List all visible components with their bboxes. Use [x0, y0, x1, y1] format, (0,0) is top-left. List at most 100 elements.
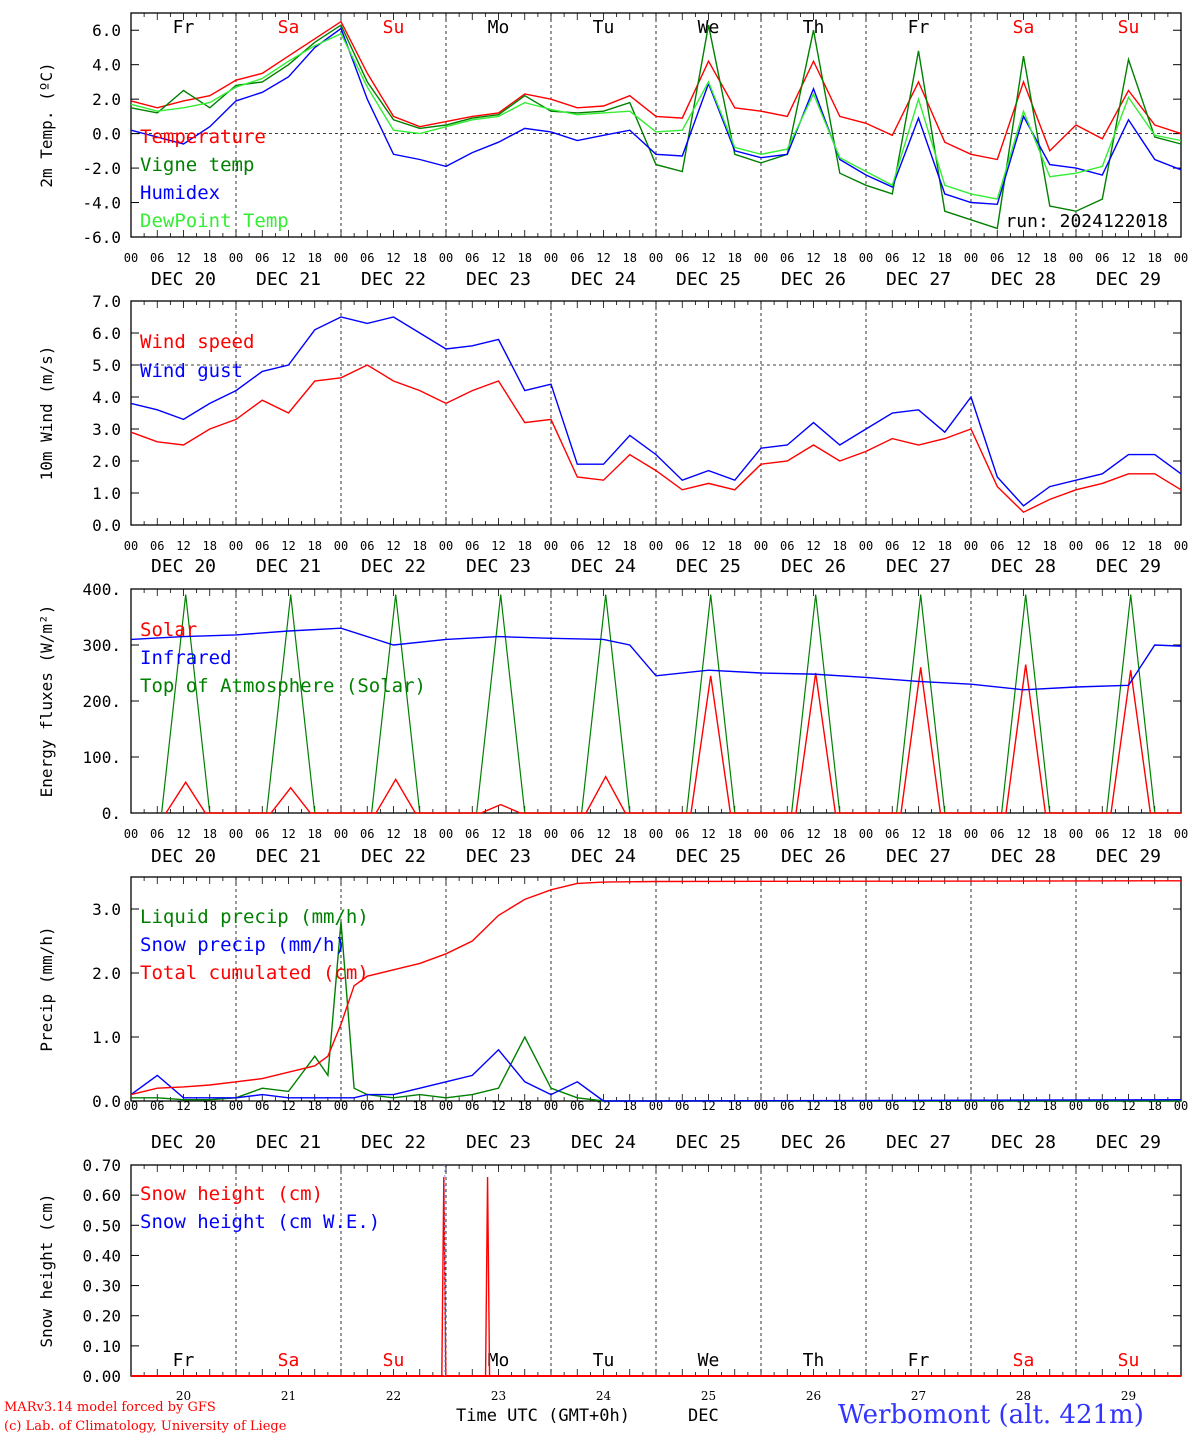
hour-label: 00 [229, 1099, 243, 1113]
hour-label: 06 [255, 251, 269, 265]
hour-label: 18 [308, 251, 322, 265]
hour-label: 18 [833, 827, 847, 841]
date-label: DEC 24 [571, 1132, 636, 1153]
hour-label: 12 [701, 539, 715, 553]
hour-label: 00 [754, 251, 768, 265]
legend-entry: DewPoint Temp [140, 210, 289, 232]
y-tick-label: 0.20 [82, 1307, 121, 1326]
weekday-label: Fr [908, 1350, 930, 1371]
hour-label: 12 [911, 1099, 925, 1113]
hour-label: 00 [334, 539, 348, 553]
hour-label: 00 [439, 827, 453, 841]
y-tick-label: 300. [82, 636, 121, 655]
hour-label: 12 [806, 1099, 820, 1113]
hour-label: 06 [465, 827, 479, 841]
hour-label: 12 [596, 827, 610, 841]
hour-label: 12 [596, 251, 610, 265]
y-tick-label: 0. [102, 804, 121, 823]
hour-label: 12 [176, 1099, 190, 1113]
hour-label: 00 [1174, 827, 1188, 841]
day-number-label: 26 [806, 1389, 821, 1403]
y-tick-label: 2.0 [92, 452, 121, 471]
hour-label: 12 [491, 539, 505, 553]
hour-label: 06 [990, 539, 1004, 553]
hour-label: 18 [518, 1099, 532, 1113]
hour-label: 12 [806, 539, 820, 553]
plot-frame-3 [130, 588, 1182, 814]
date-label: DEC 21 [256, 1132, 321, 1153]
date-label: DEC 23 [466, 269, 531, 290]
series-wind-gust [130, 316, 1182, 507]
hour-label: 06 [570, 251, 584, 265]
hour-label: 00 [439, 251, 453, 265]
series-wind-speed [130, 364, 1182, 514]
hour-label: 00 [544, 827, 558, 841]
hour-label: 12 [176, 251, 190, 265]
series-snow-height-spike [441, 1177, 447, 1377]
hour-label: 00 [124, 1099, 138, 1113]
hour-label: 00 [439, 1099, 453, 1113]
y-tick-label: 3.0 [92, 900, 121, 919]
hour-label: 18 [938, 539, 952, 553]
y-axis-label: Snow height (cm) [37, 1193, 56, 1347]
hour-label: 18 [413, 1099, 427, 1113]
hour-label: 00 [439, 539, 453, 553]
hour-label: 12 [281, 539, 295, 553]
date-label: DEC 25 [676, 846, 741, 867]
weekday-label: Fr [173, 1350, 195, 1371]
legend-entry: Snow height (cm) [140, 1183, 323, 1205]
hour-label: 06 [150, 539, 164, 553]
y-tick-label: -6.0 [82, 228, 121, 247]
hour-label: 06 [1095, 1099, 1109, 1113]
hour-label: 00 [124, 539, 138, 553]
date-label: DEC 20 [151, 556, 216, 577]
hour-label: 06 [255, 1099, 269, 1113]
hour-label: 12 [806, 251, 820, 265]
hour-label: 18 [728, 539, 742, 553]
y-axis-label: 2m Temp. (ºC) [37, 62, 56, 187]
weekday-label: Su [1118, 17, 1140, 38]
hour-label: 18 [1043, 827, 1057, 841]
y-tick-label: 6.0 [92, 324, 121, 343]
hour-label: 12 [911, 251, 925, 265]
weekday-label: Su [1118, 1350, 1140, 1371]
hour-label: 00 [859, 1099, 873, 1113]
date-label: DEC 22 [361, 846, 426, 867]
hour-label: 18 [1043, 539, 1057, 553]
hour-label: 06 [675, 539, 689, 553]
weekday-label: Sa [278, 1350, 300, 1371]
hour-label: 00 [649, 539, 663, 553]
hour-label: 00 [334, 251, 348, 265]
hour-label: 12 [596, 1099, 610, 1113]
date-label: DEC 29 [1096, 556, 1161, 577]
hour-label: 18 [203, 251, 217, 265]
y-tick-label: 0.0 [92, 1092, 121, 1111]
credit-line-2: (c) Lab. of Climatology, University of L… [4, 1419, 287, 1434]
day-number-label: 22 [386, 1389, 401, 1403]
hour-label: 12 [176, 539, 190, 553]
hour-label: 06 [780, 251, 794, 265]
legend-entry: Snow precip (mm/h) [140, 934, 346, 956]
y-tick-label: -2.0 [82, 159, 121, 178]
series-infrared [130, 627, 1182, 691]
hour-label: 06 [885, 827, 899, 841]
date-label: DEC 22 [361, 269, 426, 290]
hour-label: 06 [360, 1099, 374, 1113]
weekday-label: Fr [173, 17, 195, 38]
hour-label: 06 [675, 1099, 689, 1113]
weekday-label: Su [383, 17, 405, 38]
y-tick-label: 0.10 [82, 1337, 121, 1356]
hour-label: 00 [1174, 251, 1188, 265]
date-label: DEC 23 [466, 556, 531, 577]
hour-label: 06 [465, 1099, 479, 1113]
hour-label: 06 [675, 251, 689, 265]
hour-label: 06 [465, 251, 479, 265]
y-tick-label: 200. [82, 692, 121, 711]
hour-label: 18 [833, 539, 847, 553]
series-solar [165, 664, 1181, 814]
station-label: Werbomont (alt. 421m) [838, 1400, 1144, 1430]
hour-label: 12 [386, 539, 400, 553]
hour-label: 12 [701, 251, 715, 265]
hour-label: 00 [229, 251, 243, 265]
weekday-label: Fr [908, 17, 930, 38]
